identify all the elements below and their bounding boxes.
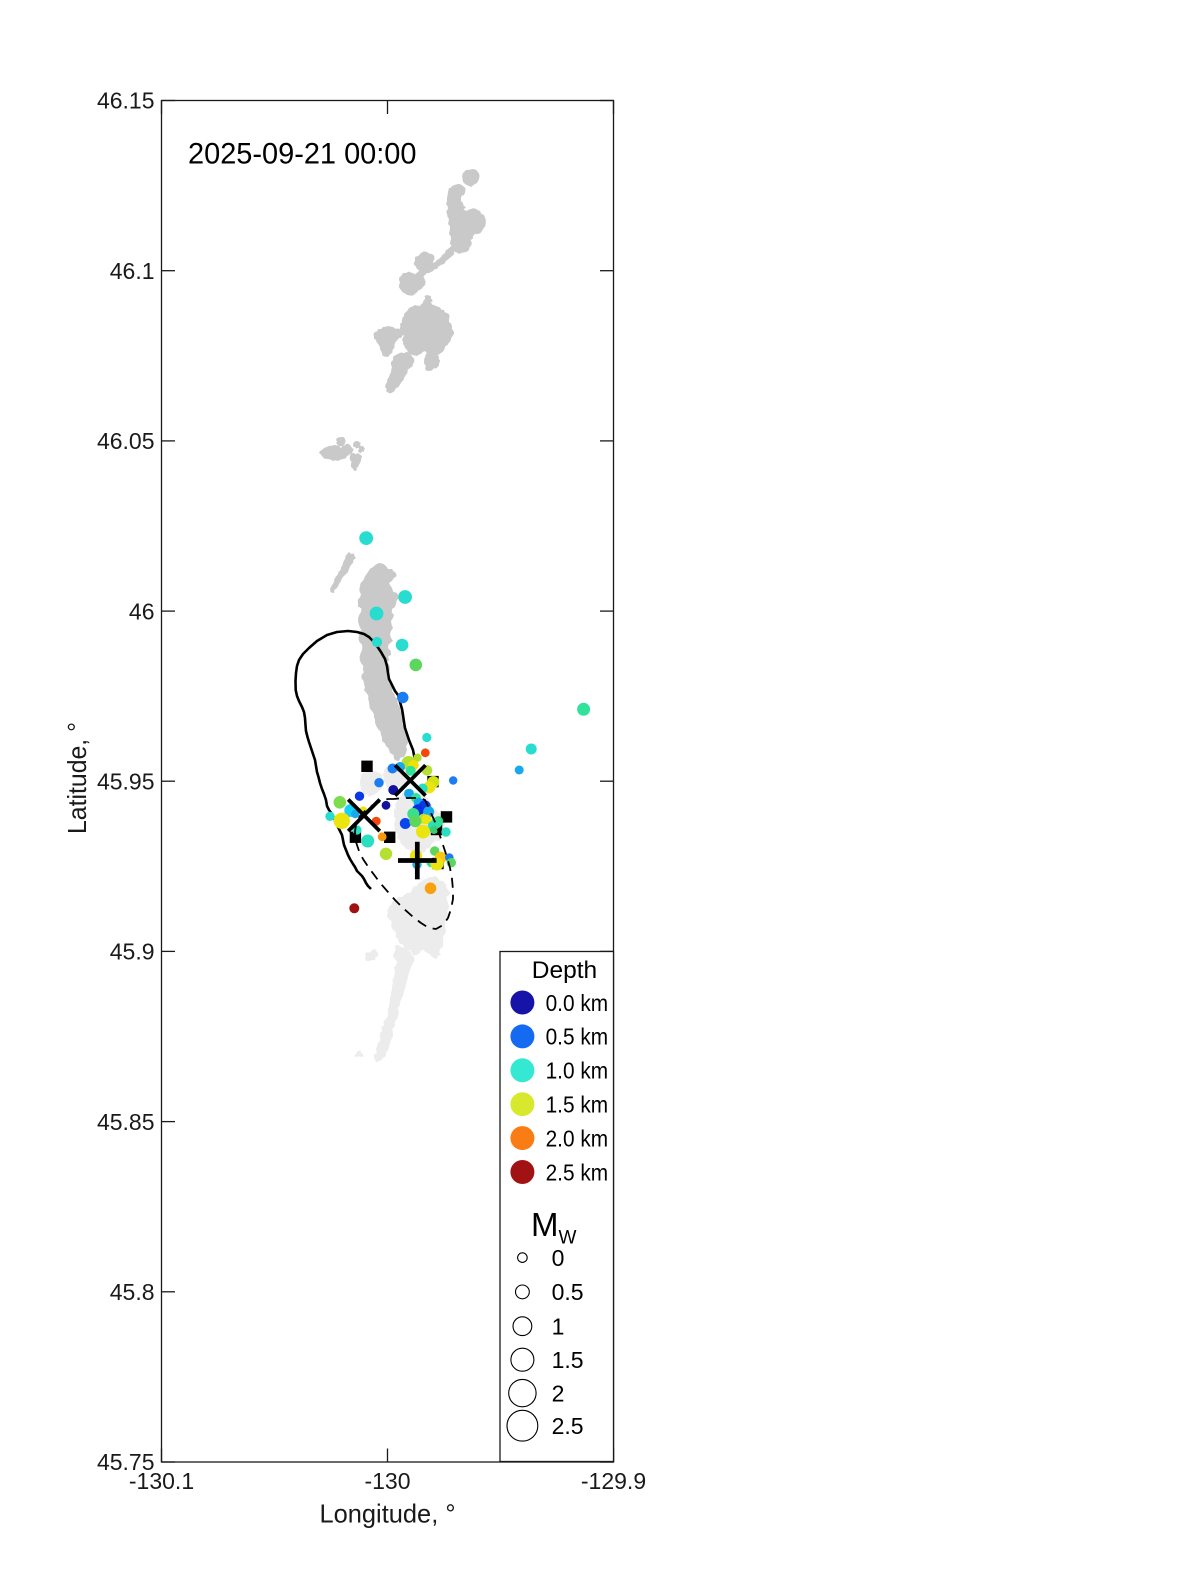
svg-text:Latitude, °: Latitude, ° xyxy=(62,722,92,834)
svg-text:46.1: 46.1 xyxy=(110,258,155,284)
svg-text:0.0 km: 0.0 km xyxy=(546,990,609,1016)
svg-text:0.5 km: 0.5 km xyxy=(546,1024,609,1050)
svg-text:-130.1: -130.1 xyxy=(129,1468,194,1494)
svg-text:46.05: 46.05 xyxy=(97,428,155,454)
svg-text:-129.9: -129.9 xyxy=(581,1468,646,1494)
svg-text:45.85: 45.85 xyxy=(97,1109,155,1135)
svg-text:1.5: 1.5 xyxy=(552,1347,584,1373)
svg-text:-130: -130 xyxy=(364,1468,410,1494)
svg-text:2.5: 2.5 xyxy=(552,1413,584,1439)
svg-text:2025-09-21 00:00: 2025-09-21 00:00 xyxy=(188,138,417,171)
svg-text:2.5 km: 2.5 km xyxy=(546,1159,609,1185)
svg-text:46: 46 xyxy=(129,598,155,624)
svg-text:45.8: 45.8 xyxy=(110,1279,155,1305)
svg-text:0: 0 xyxy=(552,1245,565,1271)
svg-text:1.5 km: 1.5 km xyxy=(546,1092,609,1118)
svg-text:46.15: 46.15 xyxy=(97,88,155,114)
svg-text:2: 2 xyxy=(552,1380,565,1406)
svg-text:45.95: 45.95 xyxy=(97,768,155,794)
svg-text:45.75: 45.75 xyxy=(97,1449,155,1475)
svg-text:2.0 km: 2.0 km xyxy=(546,1125,609,1151)
svg-text:1.0 km: 1.0 km xyxy=(546,1058,609,1084)
svg-text:Depth: Depth xyxy=(532,957,597,984)
svg-text:0.5: 0.5 xyxy=(552,1279,584,1305)
svg-text:45.9: 45.9 xyxy=(110,939,155,965)
svg-text:1: 1 xyxy=(552,1314,565,1340)
svg-text:Longitude, °: Longitude, ° xyxy=(320,1499,456,1529)
